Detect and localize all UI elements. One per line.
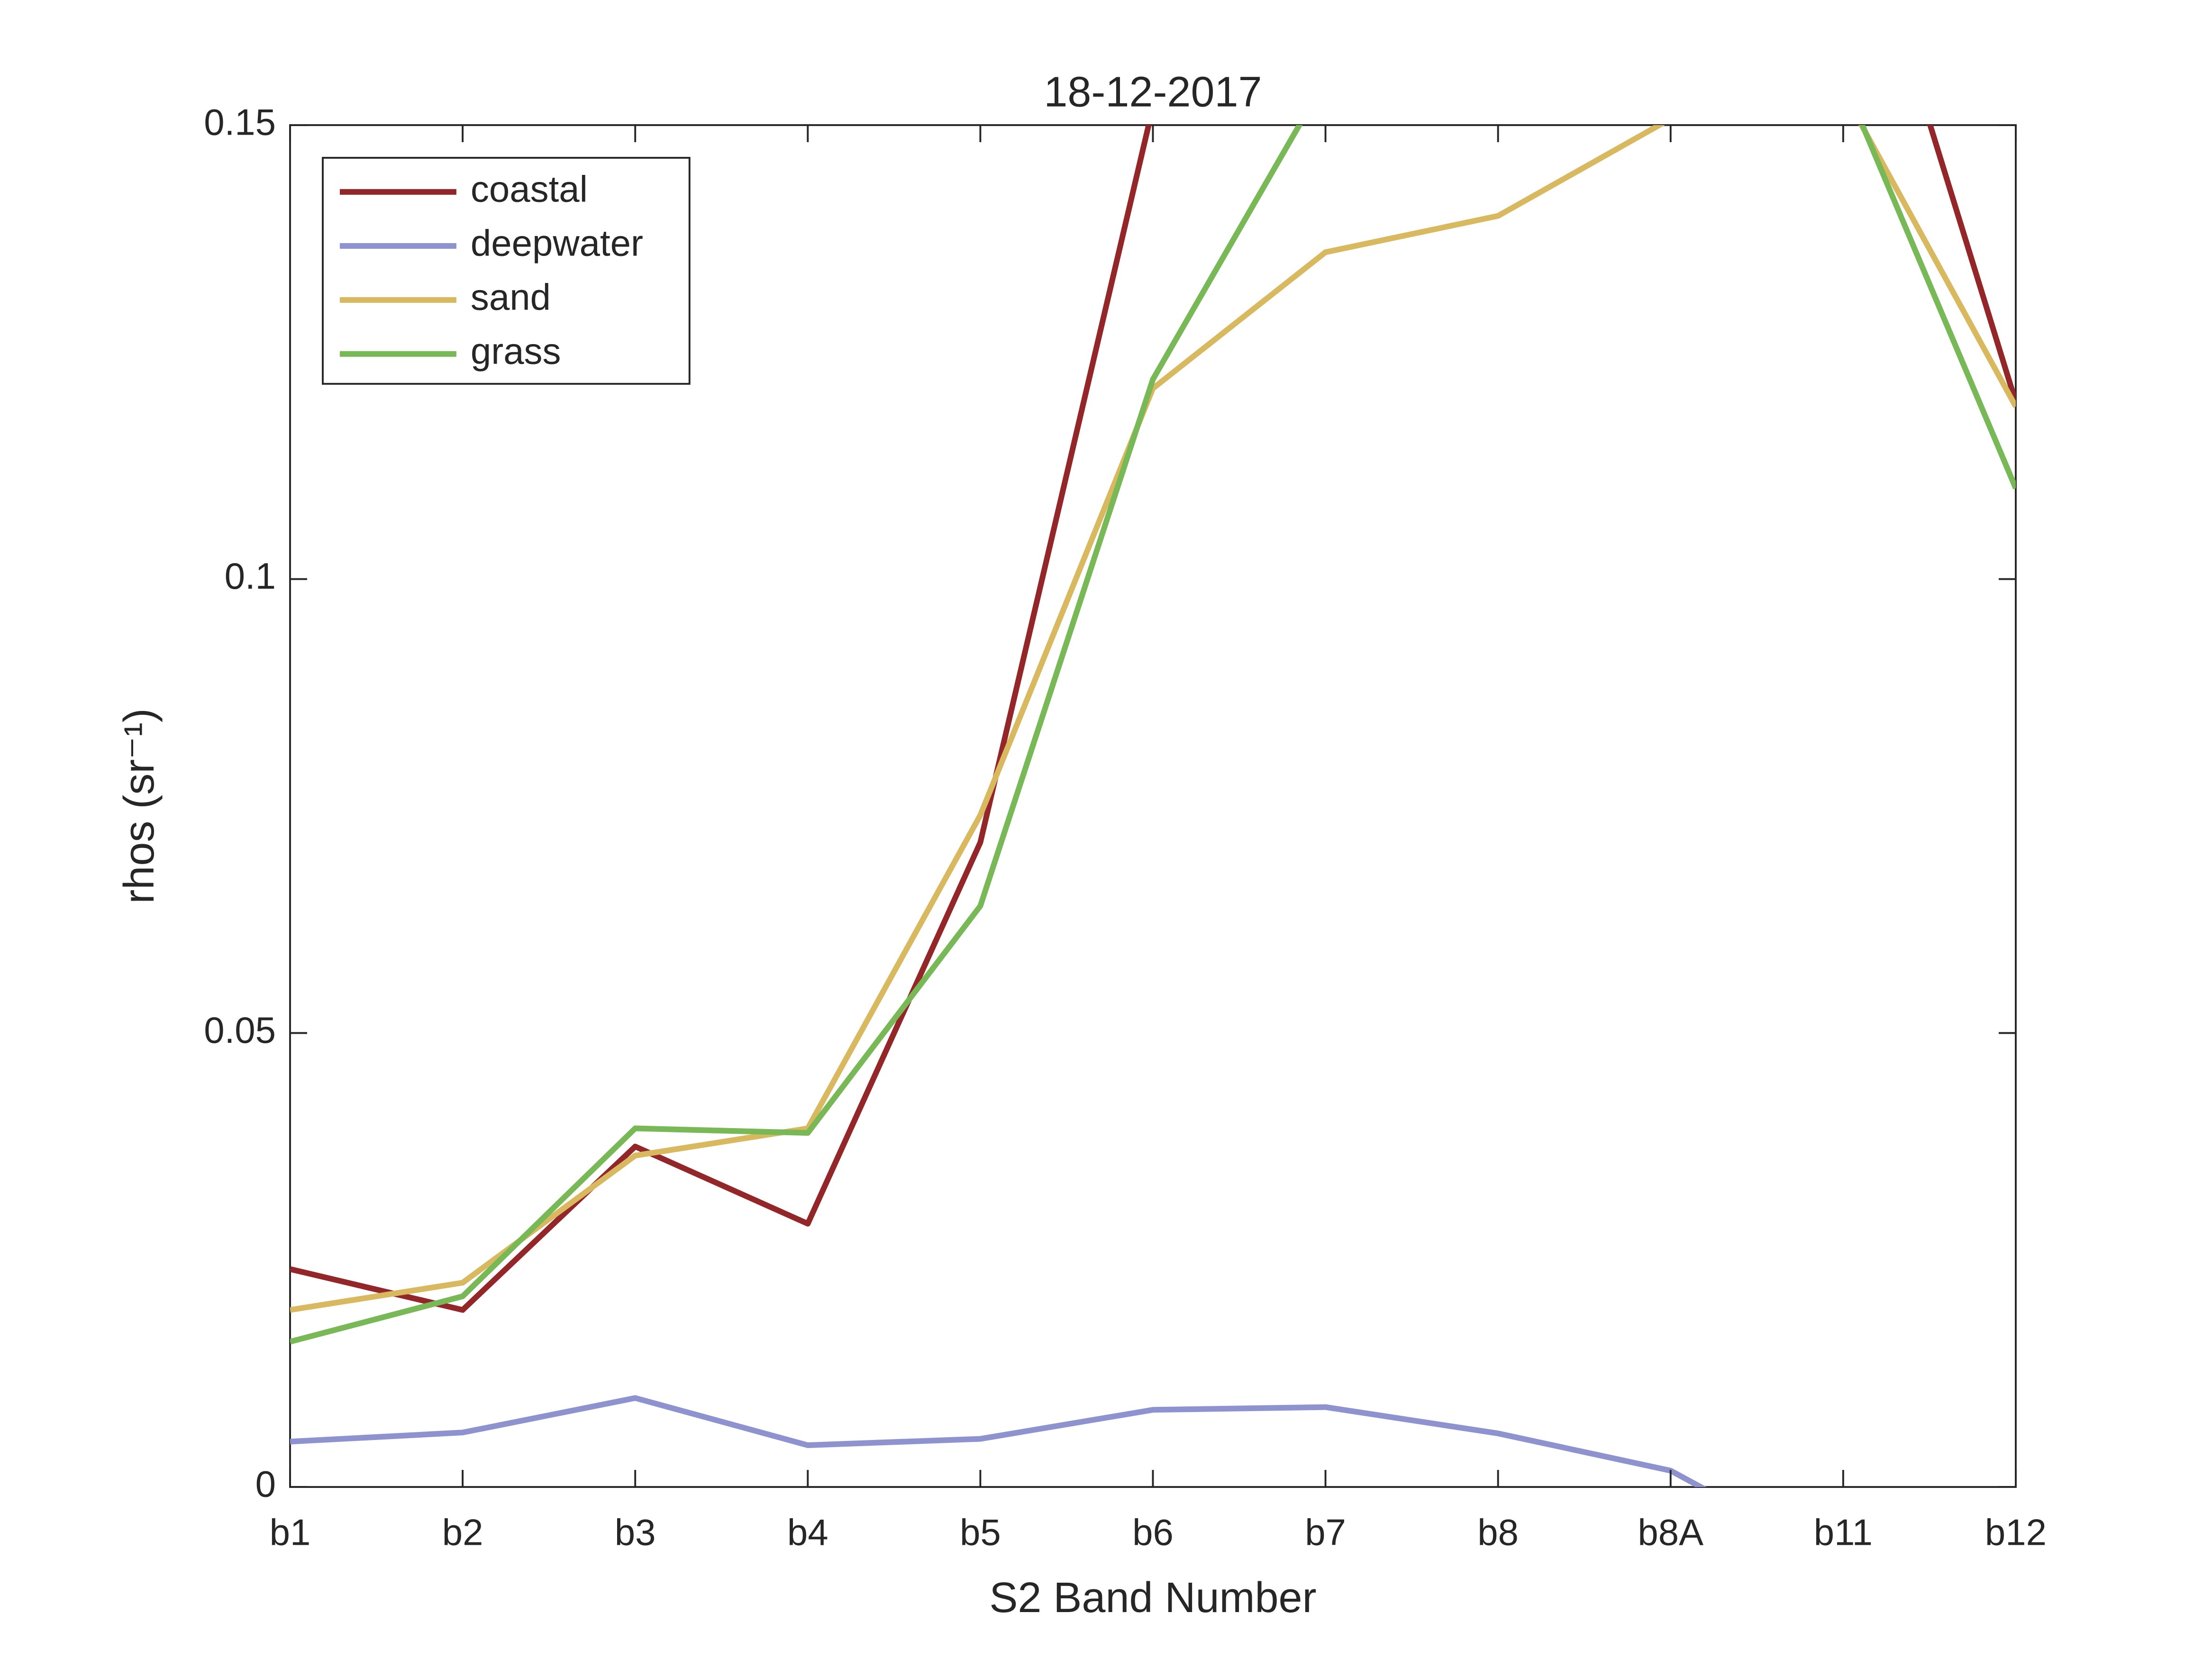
x-tick-label: b2 <box>442 1512 483 1553</box>
chart-title: 18-12-2017 <box>1044 69 1262 116</box>
legend-box <box>322 156 691 385</box>
x-tick-label: b3 <box>615 1512 656 1553</box>
series-line <box>290 125 2016 1345</box>
x-axis-label: S2 Band Number <box>989 1574 1316 1622</box>
legend-label: grass <box>471 330 561 372</box>
series-line <box>290 1395 1707 1487</box>
x-tick-label: b8A <box>1638 1512 1703 1553</box>
x-tick-label: b4 <box>787 1512 828 1553</box>
legend-label: coastal <box>471 168 588 210</box>
y-axis-label: rhos (sr⁻¹) <box>116 708 163 903</box>
x-tick-label: b7 <box>1305 1512 1346 1553</box>
x-tick-label: b8 <box>1477 1512 1519 1553</box>
x-tick-label: b5 <box>960 1512 1001 1553</box>
x-tick-label: b1 <box>270 1512 311 1553</box>
x-tick-label: b11 <box>1814 1512 1873 1553</box>
x-tick-label: b6 <box>1132 1512 1174 1553</box>
y-tick-label: 0.1 <box>225 555 276 597</box>
x-tick-label: b12 <box>1985 1512 2047 1553</box>
legend-label: sand <box>471 276 551 318</box>
plot-lines <box>290 125 2016 1487</box>
y-tick-label: 0.15 <box>204 101 276 143</box>
legend-label: deepwater <box>471 222 643 264</box>
y-tick-label: 0.05 <box>204 1009 276 1051</box>
y-tick-label: 0 <box>255 1463 276 1505</box>
